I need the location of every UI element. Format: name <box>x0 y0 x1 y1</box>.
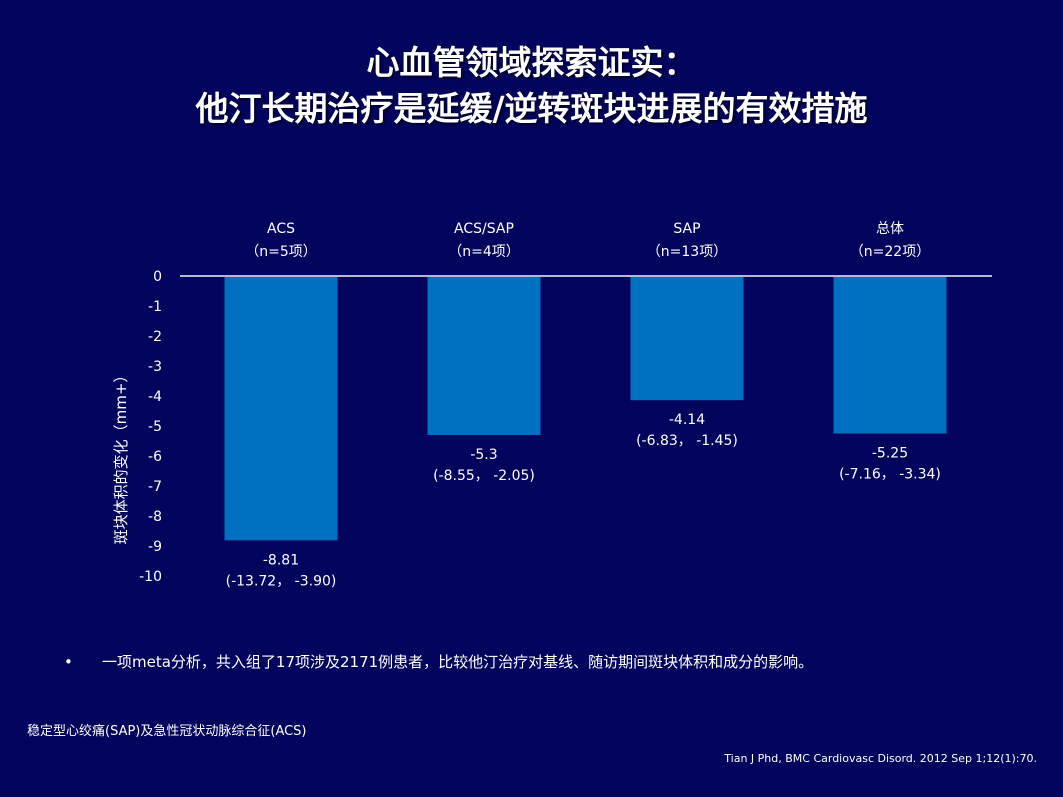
bullet-dot: • <box>64 653 73 671</box>
y-tick-label: -4 <box>148 389 162 405</box>
data-label: -5.25 <box>872 446 908 462</box>
category-sublabel: （n=22项） <box>850 244 930 260</box>
ci-label: (-13.72， -3.90) <box>226 573 337 589</box>
data-label: -8.81 <box>263 552 299 568</box>
category-label: 总体 <box>876 221 904 237</box>
title-line-1: 心血管领域探索证实： <box>366 43 697 82</box>
y-tick-label: -5 <box>148 419 162 435</box>
y-tick-label: 0 <box>153 269 162 285</box>
bar-3 <box>833 276 947 434</box>
ci-label: (-6.83， -1.45) <box>636 433 738 449</box>
category-sublabel: （n=13项） <box>647 244 727 260</box>
y-axis-label: 斑块体积的变化（mm+） <box>112 368 130 545</box>
y-tick-label: -6 <box>148 449 162 465</box>
bar-1 <box>427 276 541 435</box>
y-tick-label: -2 <box>148 329 162 345</box>
category-label: SAP <box>673 221 700 237</box>
citation: Tian J Phd, BMC Cardiovasc Disord. 2012 … <box>724 752 1037 765</box>
y-tick-label: -7 <box>148 479 162 495</box>
bullet-text: 一项meta分析，共入组了17项涉及2171例患者，比较他汀治疗对基线、随访期间… <box>102 653 814 671</box>
category-sublabel: （n=4项） <box>448 244 520 260</box>
category-label: ACS <box>267 221 295 237</box>
y-tick-label: -9 <box>148 539 162 555</box>
bullet-item: • 一项meta分析，共入组了17项涉及2171例患者，比较他汀治疗对基线、随访期… <box>64 651 813 672</box>
title-line-2: 他汀长期治疗是延缓/逆转斑块进展的有效措施 <box>195 89 868 128</box>
ci-label: (-8.55， -2.05) <box>433 468 535 484</box>
y-tick-label: -10 <box>139 569 162 585</box>
category-sublabel: （n=5项） <box>245 244 317 260</box>
y-tick-label: -8 <box>148 509 162 525</box>
slide-title: 心血管领域探索证实： 他汀长期治疗是延缓/逆转斑块进展的有效措施 <box>0 40 1063 132</box>
y-tick-label: -3 <box>148 359 162 375</box>
y-tick-label: -1 <box>148 299 162 315</box>
footnote: 稳定型心绞痛(SAP)及急性冠状动脉综合征(ACS) <box>27 724 307 739</box>
bar-0 <box>224 276 338 541</box>
data-label: -5.3 <box>470 447 497 463</box>
ci-label: (-7.16， -3.34) <box>839 467 941 483</box>
category-label: ACS/SAP <box>454 221 514 237</box>
data-label: -4.14 <box>669 412 705 428</box>
bar-2 <box>630 276 744 401</box>
